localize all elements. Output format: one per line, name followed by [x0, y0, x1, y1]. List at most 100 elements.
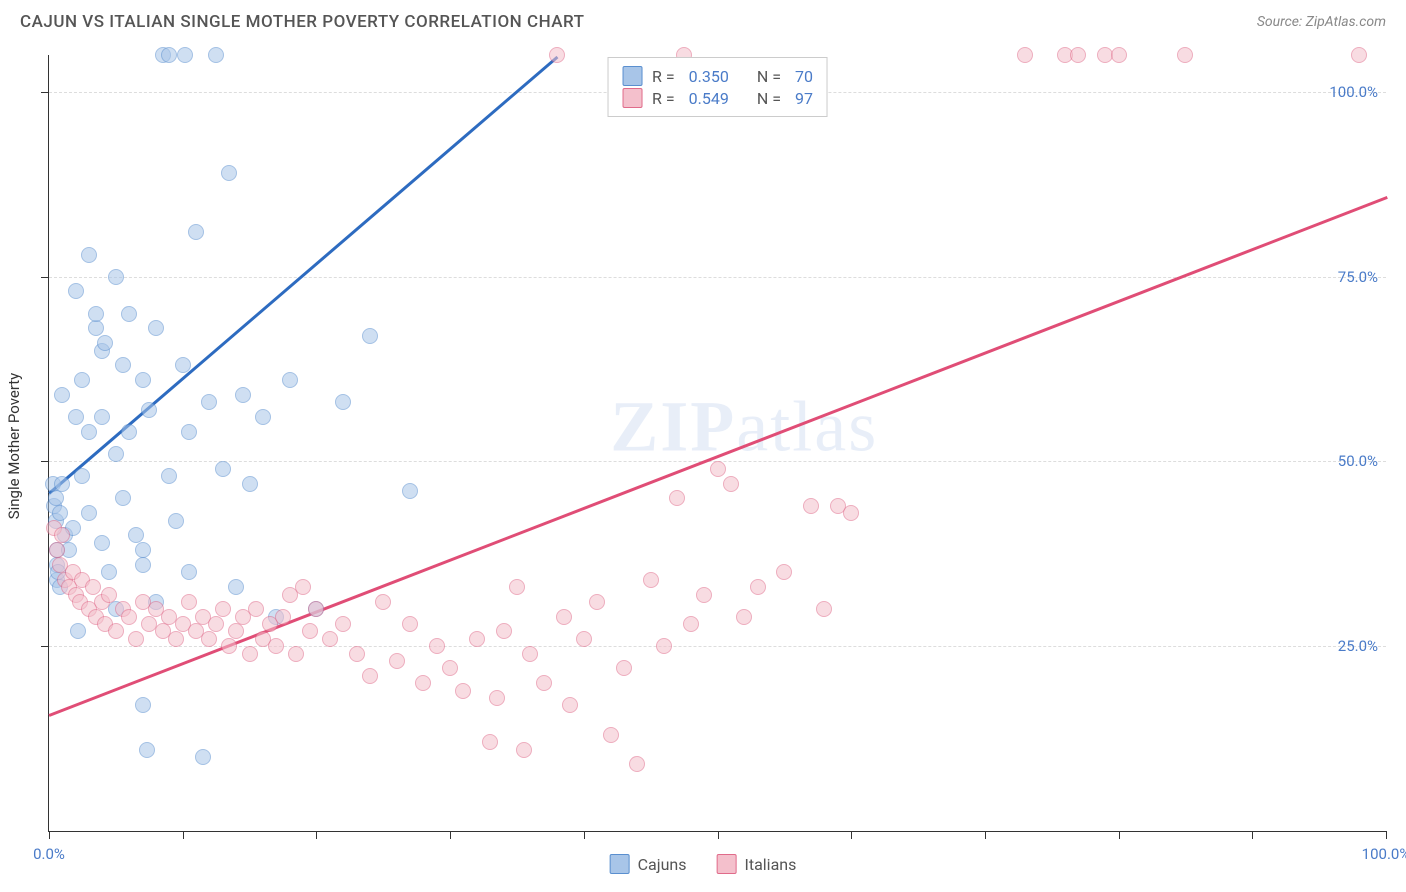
data-point — [522, 646, 538, 662]
y-tick-label: 75.0% — [1338, 268, 1378, 286]
data-point — [843, 505, 859, 521]
data-point — [375, 594, 391, 610]
y-tick — [41, 646, 49, 647]
data-point — [94, 535, 110, 551]
data-point — [723, 476, 739, 492]
legend-n-label: N = — [757, 67, 781, 86]
data-point — [81, 424, 97, 440]
data-point — [1111, 47, 1127, 63]
data-point — [242, 646, 258, 662]
data-point — [275, 609, 291, 625]
data-point — [97, 335, 113, 351]
data-point — [121, 306, 137, 322]
y-tick-label: 25.0% — [1338, 637, 1378, 655]
legend-n-label: N = — [757, 89, 781, 108]
data-point — [603, 727, 619, 743]
data-point — [101, 564, 117, 580]
y-axis-label: Single Mother Poverty — [5, 373, 23, 520]
data-point — [208, 616, 224, 632]
data-point — [308, 601, 324, 617]
data-point — [74, 468, 90, 484]
data-point — [215, 461, 231, 477]
data-point — [549, 47, 565, 63]
x-tick — [49, 831, 50, 839]
data-point — [776, 564, 792, 580]
data-point — [215, 601, 231, 617]
data-point — [121, 609, 137, 625]
data-point — [168, 513, 184, 529]
data-point — [68, 283, 84, 299]
x-tick-label: 0.0% — [33, 845, 65, 863]
data-point — [288, 646, 304, 662]
chart-title: CAJUN VS ITALIAN SINGLE MOTHER POVERTY C… — [20, 12, 585, 32]
data-point — [181, 594, 197, 610]
data-point — [1070, 47, 1086, 63]
data-point — [335, 616, 351, 632]
data-point — [108, 269, 124, 285]
legend-swatch — [610, 854, 630, 874]
data-point — [52, 505, 68, 521]
chart-plot-area: ZIPatlas 25.0%50.0%75.0%100.0%0.0%100.0%… — [48, 55, 1386, 832]
chart-source: Source: ZipAtlas.com — [1257, 14, 1386, 30]
data-point — [135, 697, 151, 713]
data-point — [68, 409, 84, 425]
data-point — [750, 579, 766, 595]
data-point — [54, 476, 70, 492]
data-point — [128, 527, 144, 543]
x-tick-label: 100.0% — [1362, 845, 1406, 863]
data-point — [616, 660, 632, 676]
legend-swatch — [716, 854, 736, 874]
data-point — [94, 409, 110, 425]
data-point — [469, 631, 485, 647]
data-point — [48, 490, 64, 506]
y-tick-label: 50.0% — [1338, 452, 1378, 470]
data-point — [221, 165, 237, 181]
data-point — [168, 631, 184, 647]
legend-label: Cajuns — [638, 855, 687, 874]
data-point — [74, 372, 90, 388]
data-point — [576, 631, 592, 647]
data-point — [415, 675, 431, 691]
x-tick — [584, 831, 585, 839]
data-point — [516, 742, 532, 758]
legend-item: Italians — [716, 854, 796, 874]
data-point — [1351, 47, 1367, 63]
data-point — [1177, 47, 1193, 63]
data-point — [562, 697, 578, 713]
data-point — [88, 320, 104, 336]
data-point — [816, 601, 832, 617]
data-point — [489, 690, 505, 706]
data-point — [208, 47, 224, 63]
data-point — [101, 587, 117, 603]
data-point — [669, 490, 685, 506]
data-point — [302, 623, 318, 639]
data-point — [696, 587, 712, 603]
data-point — [683, 616, 699, 632]
data-point — [228, 623, 244, 639]
data-point — [141, 402, 157, 418]
data-point — [135, 557, 151, 573]
trend-line — [49, 196, 1388, 716]
data-point — [115, 357, 131, 373]
data-point — [88, 306, 104, 322]
data-point — [148, 320, 164, 336]
data-point — [201, 394, 217, 410]
data-point — [362, 328, 378, 344]
data-point — [482, 734, 498, 750]
data-point — [81, 247, 97, 263]
data-point — [175, 357, 191, 373]
data-point — [402, 616, 418, 632]
data-point — [803, 498, 819, 514]
y-tick — [41, 92, 49, 93]
x-tick — [1252, 831, 1253, 839]
x-tick — [1386, 831, 1387, 839]
data-point — [228, 579, 244, 595]
data-point — [181, 564, 197, 580]
gridline — [49, 277, 1386, 278]
data-point — [115, 490, 131, 506]
data-point — [221, 638, 237, 654]
data-point — [161, 468, 177, 484]
data-point — [656, 638, 672, 654]
data-point — [188, 224, 204, 240]
data-point — [643, 572, 659, 588]
